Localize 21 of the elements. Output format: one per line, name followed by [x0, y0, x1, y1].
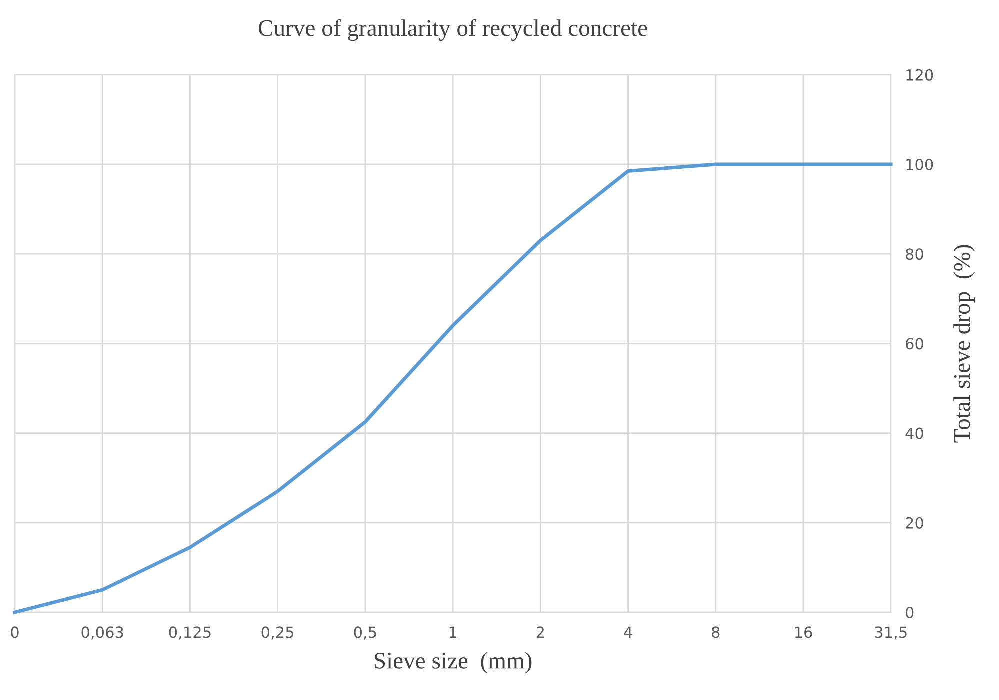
chart-title: Curve of granularity of recycled concrete — [258, 19, 648, 42]
x-tick-label: 0,063 — [82, 626, 124, 640]
x-tick-label: 2 — [536, 626, 544, 638]
y-tick-label: 20 — [906, 517, 924, 529]
x-tick-label: 8 — [712, 626, 720, 638]
y-tick-label: 100 — [906, 158, 934, 171]
x-tick-label: 4 — [624, 626, 632, 638]
x-tick-label: 0 — [11, 626, 19, 638]
y-tick-label: 120 — [906, 69, 934, 81]
x-tick-label: 16 — [795, 626, 812, 638]
y-axis-title: Total sieve drop (%) — [954, 245, 976, 443]
y-tick-label: 0 — [906, 606, 914, 619]
x-tick-label: 0,25 — [262, 626, 294, 640]
x-tick-label: 0,5 — [354, 626, 376, 640]
x-tick-label: 0,125 — [169, 626, 211, 640]
y-tick-label: 40 — [906, 428, 924, 440]
y-tick-label: 80 — [906, 248, 924, 260]
x-tick-label: 1 — [450, 626, 456, 638]
y-tick-label: 60 — [906, 338, 924, 350]
x-axis-title: Sieve size (mm) — [374, 652, 532, 674]
x-tick-label: 31,5 — [875, 626, 907, 640]
